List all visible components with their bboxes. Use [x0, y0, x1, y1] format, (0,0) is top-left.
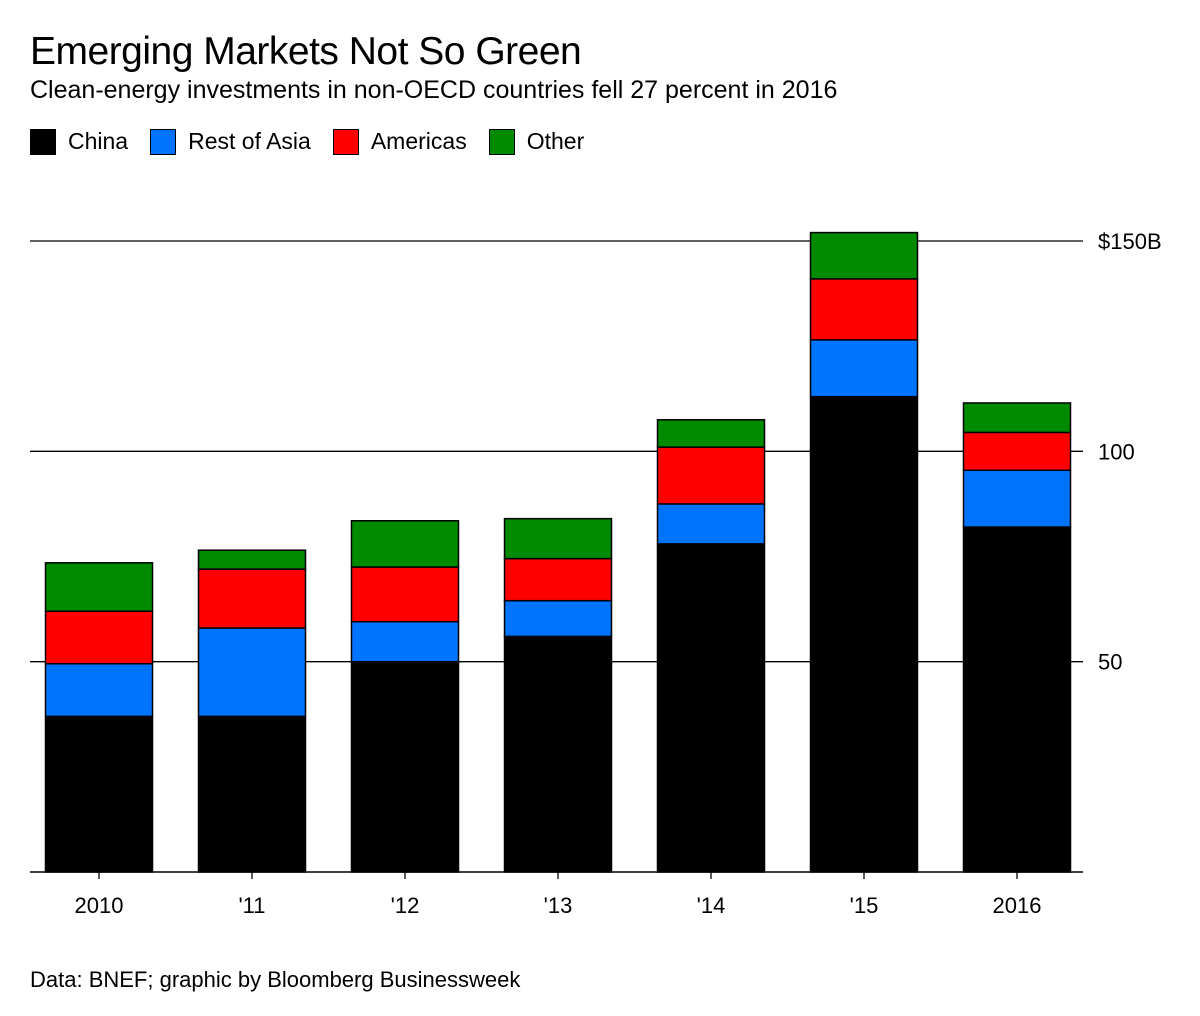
x-tick-label-11: '11: [238, 893, 265, 918]
legend-label-rest-of-asia: Rest of Asia: [188, 128, 311, 154]
bar-rest-of-asia-13: [503, 599, 613, 638]
bar-rest-of-asia-12: [350, 620, 460, 663]
bar-americas-2016: [962, 431, 1072, 472]
legend-label-china: China: [68, 128, 129, 154]
bar-china-11: [197, 715, 307, 873]
bar-rest-of-asia-2010: [44, 663, 154, 718]
bar-rest-of-asia-2016: [962, 469, 1072, 528]
x-tick-label-14: '14: [697, 893, 726, 918]
y-tick-label-100: 100: [1098, 439, 1135, 464]
bar-other-13: [503, 517, 613, 560]
bar-americas-2010: [44, 610, 154, 665]
legend: China Rest of Asia Americas Other: [30, 128, 606, 155]
x-tick-label-2010: 2010: [75, 893, 124, 918]
bar-other-11: [197, 549, 307, 570]
bar-other-2016: [962, 402, 1072, 434]
bar-china-2016: [962, 526, 1072, 873]
chart-title: Emerging Markets Not So Green: [30, 30, 582, 73]
bar-rest-of-asia-14: [656, 503, 766, 545]
legend-swatch-americas: [332, 128, 359, 155]
x-tick-label-2016: 2016: [993, 893, 1042, 918]
legend-label-other: Other: [526, 128, 585, 154]
legend-item-china: China: [30, 128, 128, 155]
x-tick-label-12: '12: [391, 893, 420, 918]
x-tick-label-13: '13: [544, 893, 573, 918]
y-tick-label-150: $150B: [1098, 229, 1162, 254]
bar-americas-13: [503, 557, 613, 602]
legend-item-rest-of-asia: Rest of Asia: [150, 128, 311, 155]
x-tick-label-15: '15: [850, 893, 879, 918]
bar-americas-11: [197, 568, 307, 629]
bar-china-12: [350, 660, 460, 873]
bar-americas-14: [656, 446, 766, 505]
legend-swatch-rest-of-asia: [150, 128, 177, 155]
bar-rest-of-asia-11: [197, 627, 307, 718]
bar-china-15: [809, 395, 919, 873]
bar-other-12: [350, 519, 460, 568]
legend-item-other: Other: [488, 128, 585, 155]
bar-other-14: [656, 419, 766, 448]
bar-americas-15: [809, 278, 919, 341]
bar-china-2010: [44, 715, 154, 873]
legend-label-americas: Americas: [370, 128, 467, 154]
bar-china-13: [503, 635, 613, 873]
bar-americas-12: [350, 566, 460, 623]
legend-swatch-other: [488, 128, 515, 155]
legend-item-americas: Americas: [332, 128, 467, 155]
legend-swatch-china: [30, 128, 56, 155]
bar-rest-of-asia-15: [809, 339, 919, 398]
bar-other-15: [809, 231, 919, 280]
bar-china-14: [656, 543, 766, 873]
y-tick-label-50: 50: [1098, 650, 1122, 675]
bar-other-2010: [44, 562, 154, 612]
chart-subtitle: Clean-energy investments in non-OECD cou…: [30, 76, 838, 104]
source-note: Data: BNEF; graphic by Bloomberg Busines…: [30, 967, 521, 992]
